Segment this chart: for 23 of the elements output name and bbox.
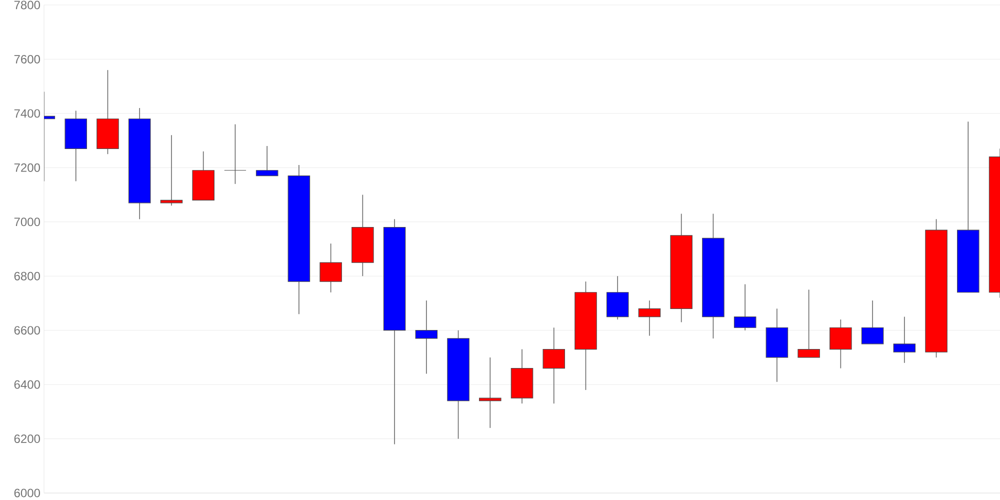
candlestick bbox=[224, 124, 246, 184]
candlestick bbox=[479, 357, 502, 428]
y-tick-label: 6400 bbox=[14, 380, 40, 389]
y-tick-label: 6600 bbox=[14, 326, 40, 335]
candlestick bbox=[638, 300, 661, 336]
candlestick bbox=[256, 146, 278, 176]
y-tick-label: 7400 bbox=[14, 109, 40, 118]
y-tick-label: 6200 bbox=[14, 434, 40, 444]
y-tick-label: 6000 bbox=[14, 488, 40, 498]
candlestick bbox=[798, 289, 820, 358]
y-tick-label: 7600 bbox=[14, 54, 40, 64]
candlestick bbox=[734, 284, 756, 331]
candlestick bbox=[893, 316, 916, 364]
candlestick bbox=[861, 300, 884, 344]
y-tick-label: 7000 bbox=[14, 218, 40, 226]
candlestick bbox=[542, 327, 566, 404]
candlestick bbox=[160, 134, 183, 206]
candlestick bbox=[415, 300, 438, 374]
y-tick-label: 7200 bbox=[14, 163, 40, 172]
y-tick-label: 7800 bbox=[14, 0, 40, 10]
candlestick bbox=[320, 243, 342, 293]
candlestick bbox=[830, 319, 852, 369]
y-tick-label: 6800 bbox=[14, 272, 40, 280]
